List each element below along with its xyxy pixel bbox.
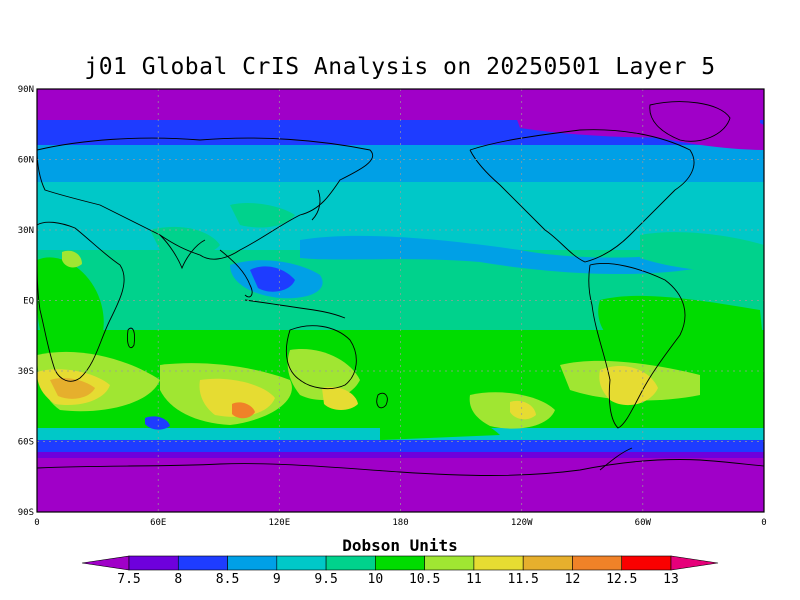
lon-label: 180 xyxy=(392,518,408,528)
atlantic-green xyxy=(640,232,764,272)
lon-label: 0 xyxy=(34,518,39,528)
colorbar-tick-label: 13 xyxy=(663,572,679,587)
colorbar-tick-label: 9.5 xyxy=(314,572,337,587)
lat-label: 60N xyxy=(18,156,34,166)
lat-label: 30S xyxy=(18,367,34,377)
coast-north-america xyxy=(469,129,695,263)
map-title: j01 Global CrIS Analysis on 20250501 Lay… xyxy=(84,54,716,80)
colorbar-tick-label: 12 xyxy=(565,572,581,587)
colorbar-swatch xyxy=(572,555,623,571)
colorbar-low-arrow xyxy=(81,555,130,571)
colorbar-tick-label: 12.5 xyxy=(606,572,637,587)
lon-label: 60E xyxy=(150,518,166,528)
lat-label: 60S xyxy=(18,438,34,448)
coast-africa xyxy=(37,221,125,382)
colorbar-tick-label: 10.5 xyxy=(409,572,440,587)
colorbar-swatch xyxy=(424,555,475,571)
coast-japan xyxy=(311,189,321,221)
asia-green xyxy=(150,226,220,256)
southern-blue-spot xyxy=(145,416,170,430)
lon-labels: 0 60E 120E 180 120W 60W 0 xyxy=(34,518,766,528)
coast-indonesia xyxy=(244,299,346,319)
band-south-high xyxy=(37,440,764,454)
south-pacific-green xyxy=(380,408,500,440)
colorbar-tick-label: 11 xyxy=(466,572,482,587)
coast-south-america xyxy=(588,263,686,429)
lon-label: 60W xyxy=(635,518,652,528)
colorbar-swatch xyxy=(522,555,573,571)
south-africa-orange xyxy=(50,377,95,399)
colorbar-tick-label: 10 xyxy=(368,572,384,587)
indian-ocean-yellow xyxy=(199,378,275,417)
coast-new-zealand xyxy=(376,392,388,409)
colorbar-tick-label: 8.5 xyxy=(216,572,239,587)
coastlines xyxy=(37,101,764,476)
africa-green xyxy=(37,257,104,365)
lon-label: 120W xyxy=(511,518,533,528)
indian-ocean-max xyxy=(232,402,255,419)
north-atlantic-low xyxy=(620,108,764,150)
colorbar-tick-label: 11.5 xyxy=(508,572,539,587)
coast-antarctic-peninsula xyxy=(599,447,633,471)
coast-madagascar xyxy=(127,327,135,349)
colorbar-tick-label: 8 xyxy=(174,572,182,587)
band-north-mid xyxy=(37,145,764,185)
tasman-yellow xyxy=(322,386,358,410)
lat-label: 90S xyxy=(18,508,34,518)
colorbar-title: Dobson Units xyxy=(342,536,458,555)
coast-eurasia xyxy=(37,137,373,260)
graticule xyxy=(37,89,764,512)
coast-greenland xyxy=(649,101,731,142)
map-frame xyxy=(36,88,765,513)
argentina-yellow xyxy=(599,366,658,406)
colorbar-swatch xyxy=(473,555,524,571)
colorbar-swatch xyxy=(621,555,672,571)
lat-labels: 90N 60N 30N EQ 30S 60S 90S xyxy=(18,85,34,518)
coast-antarctica xyxy=(37,459,764,476)
colorbar-high-arrow xyxy=(670,555,719,571)
colorbar-tick-label: 7.5 xyxy=(117,572,140,587)
north-pacific-green xyxy=(230,203,295,228)
sahara-green xyxy=(62,250,82,268)
coast-se-asia xyxy=(219,249,253,298)
colorbar-swatch xyxy=(128,555,179,571)
south-pacific-yellow xyxy=(510,400,536,420)
lon-label: 120E xyxy=(268,518,290,528)
lon-label: 0 xyxy=(761,518,766,528)
maritime-blue xyxy=(250,266,295,292)
colorbar-swatch xyxy=(375,555,425,571)
lat-label: 90N xyxy=(18,85,34,95)
colorbar-swatch xyxy=(227,555,278,571)
colorbar: 7.5 8 8.5 9 9.5 10 10.5 11 11.5 12 12.5 13 xyxy=(81,555,719,587)
coast-india xyxy=(159,234,206,270)
colorbar-swatch xyxy=(325,555,376,571)
australia-lime xyxy=(287,349,360,400)
colorbar-tick-label: 9 xyxy=(273,572,281,587)
colorbar-swatch xyxy=(177,555,228,571)
lat-label: 30N xyxy=(18,226,34,236)
south-america-green xyxy=(598,295,764,355)
lat-label: EQ xyxy=(23,297,34,307)
pacific-blue-band xyxy=(300,235,700,275)
coast-australia xyxy=(286,325,357,390)
colorbar-swatch xyxy=(276,555,327,571)
